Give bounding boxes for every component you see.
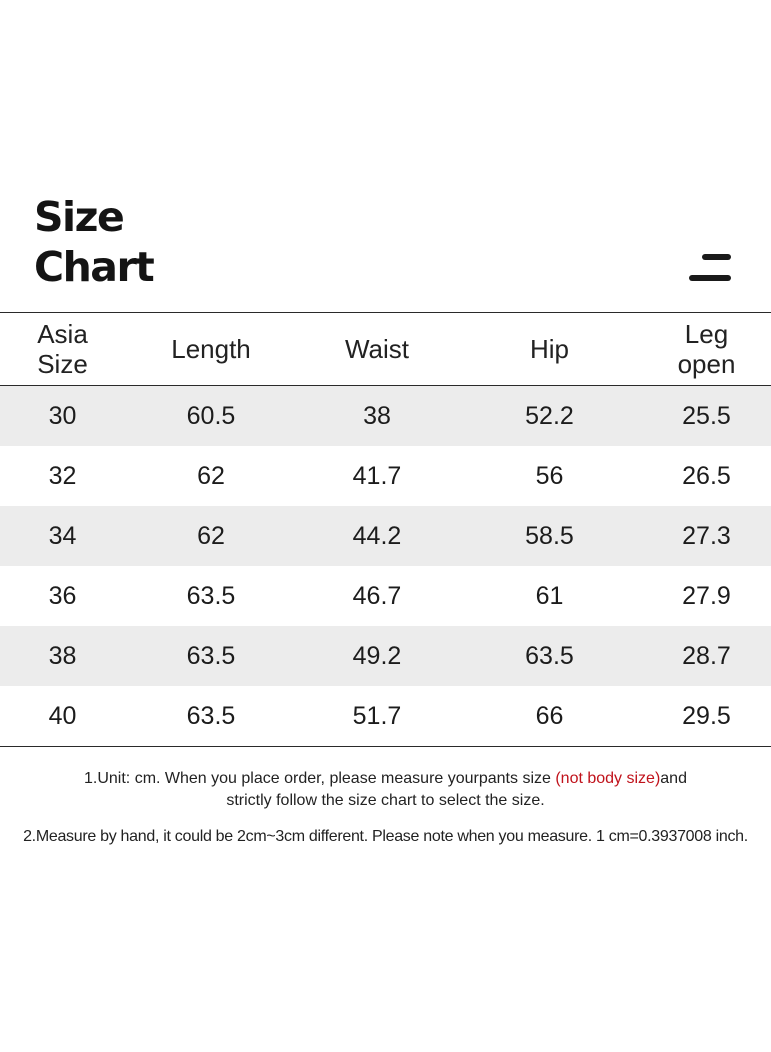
menu-icon-bar-bottom: [689, 275, 731, 281]
title-line-2: Chart: [34, 243, 155, 291]
cell-waist: 38: [297, 385, 457, 446]
cell-size: 40: [0, 686, 125, 747]
cell-hip: 66: [457, 686, 642, 747]
header-asia-size: Asia Size: [0, 312, 125, 386]
table-row: 38 63.5 49.2 63.5 28.7: [0, 626, 771, 686]
cell-size: 36: [48, 581, 77, 610]
cell-waist: 41.7: [352, 461, 402, 490]
note-unit-highlight: (not body size): [555, 770, 661, 787]
cell-length: 63.5: [125, 686, 297, 747]
cell-length: 60.5: [125, 385, 297, 446]
header-waist: Waist: [297, 312, 457, 386]
cell-size: 38: [0, 626, 125, 686]
table-row: 40 63.5 51.7 66 29.5: [0, 686, 771, 747]
cell-length: 63.5: [186, 581, 236, 610]
table-row: 36 63.5 46.7 61 27.9: [0, 566, 771, 626]
cell-waist: 49.2: [297, 626, 457, 686]
cell-hip: 52.2: [457, 385, 642, 446]
cell-size: 32: [48, 461, 77, 490]
table-header-row: Asia Size Length Waist Hip Leg open: [0, 312, 771, 386]
note-unit: 1.Unit: cm. When you place order, please…: [0, 768, 771, 812]
header-hip: Hip: [457, 312, 642, 386]
notes-section: 1.Unit: cm. When you place order, please…: [0, 768, 771, 848]
cell-waist: 44.2: [297, 506, 457, 566]
cell-waist: 51.7: [297, 686, 457, 747]
cell-leg-open: 27.9: [682, 581, 731, 610]
cell-leg-open: 26.5: [682, 461, 731, 490]
cell-leg-open: 28.7: [642, 626, 771, 686]
page-title: Size Chart: [34, 192, 155, 292]
cell-size: 30: [0, 385, 125, 446]
table-row: 32 62 41.7 56 26.5: [0, 446, 771, 506]
note-unit-text-end: and: [660, 770, 687, 787]
header-leg-open: Leg open: [642, 312, 771, 386]
note-unit-line-2: strictly follow the size chart to select…: [226, 792, 545, 809]
menu-icon-bar-top: [702, 254, 731, 260]
cell-hip: 58.5: [457, 506, 642, 566]
cell-length: 62: [125, 506, 297, 566]
cell-leg-open: 29.5: [642, 686, 771, 747]
cell-waist: 46.7: [352, 581, 402, 610]
cell-size: 34: [0, 506, 125, 566]
cell-hip: 61: [535, 581, 564, 610]
cell-length: 63.5: [125, 626, 297, 686]
table-row: 30 60.5 38 52.2 25.5: [0, 385, 771, 446]
cell-hip: 63.5: [457, 626, 642, 686]
header-length: Length: [125, 312, 297, 386]
cell-leg-open: 27.3: [642, 506, 771, 566]
table-row: 34 62 44.2 58.5 27.3: [0, 506, 771, 566]
note-unit-line-1: 1.Unit: cm. When you place order, please…: [0, 768, 771, 790]
cell-length: 62: [197, 461, 225, 490]
menu-icon[interactable]: [689, 254, 731, 282]
cell-hip: 56: [535, 461, 564, 490]
title-line-1: Size: [34, 193, 125, 241]
size-table: Asia Size Length Waist Hip Leg open 30 6…: [0, 312, 771, 747]
note-measure: 2.Measure by hand, it could be 2cm~3cm d…: [23, 828, 748, 845]
note-unit-text: 1.Unit: cm. When you place order, please…: [84, 770, 556, 787]
cell-leg-open: 25.5: [642, 385, 771, 446]
